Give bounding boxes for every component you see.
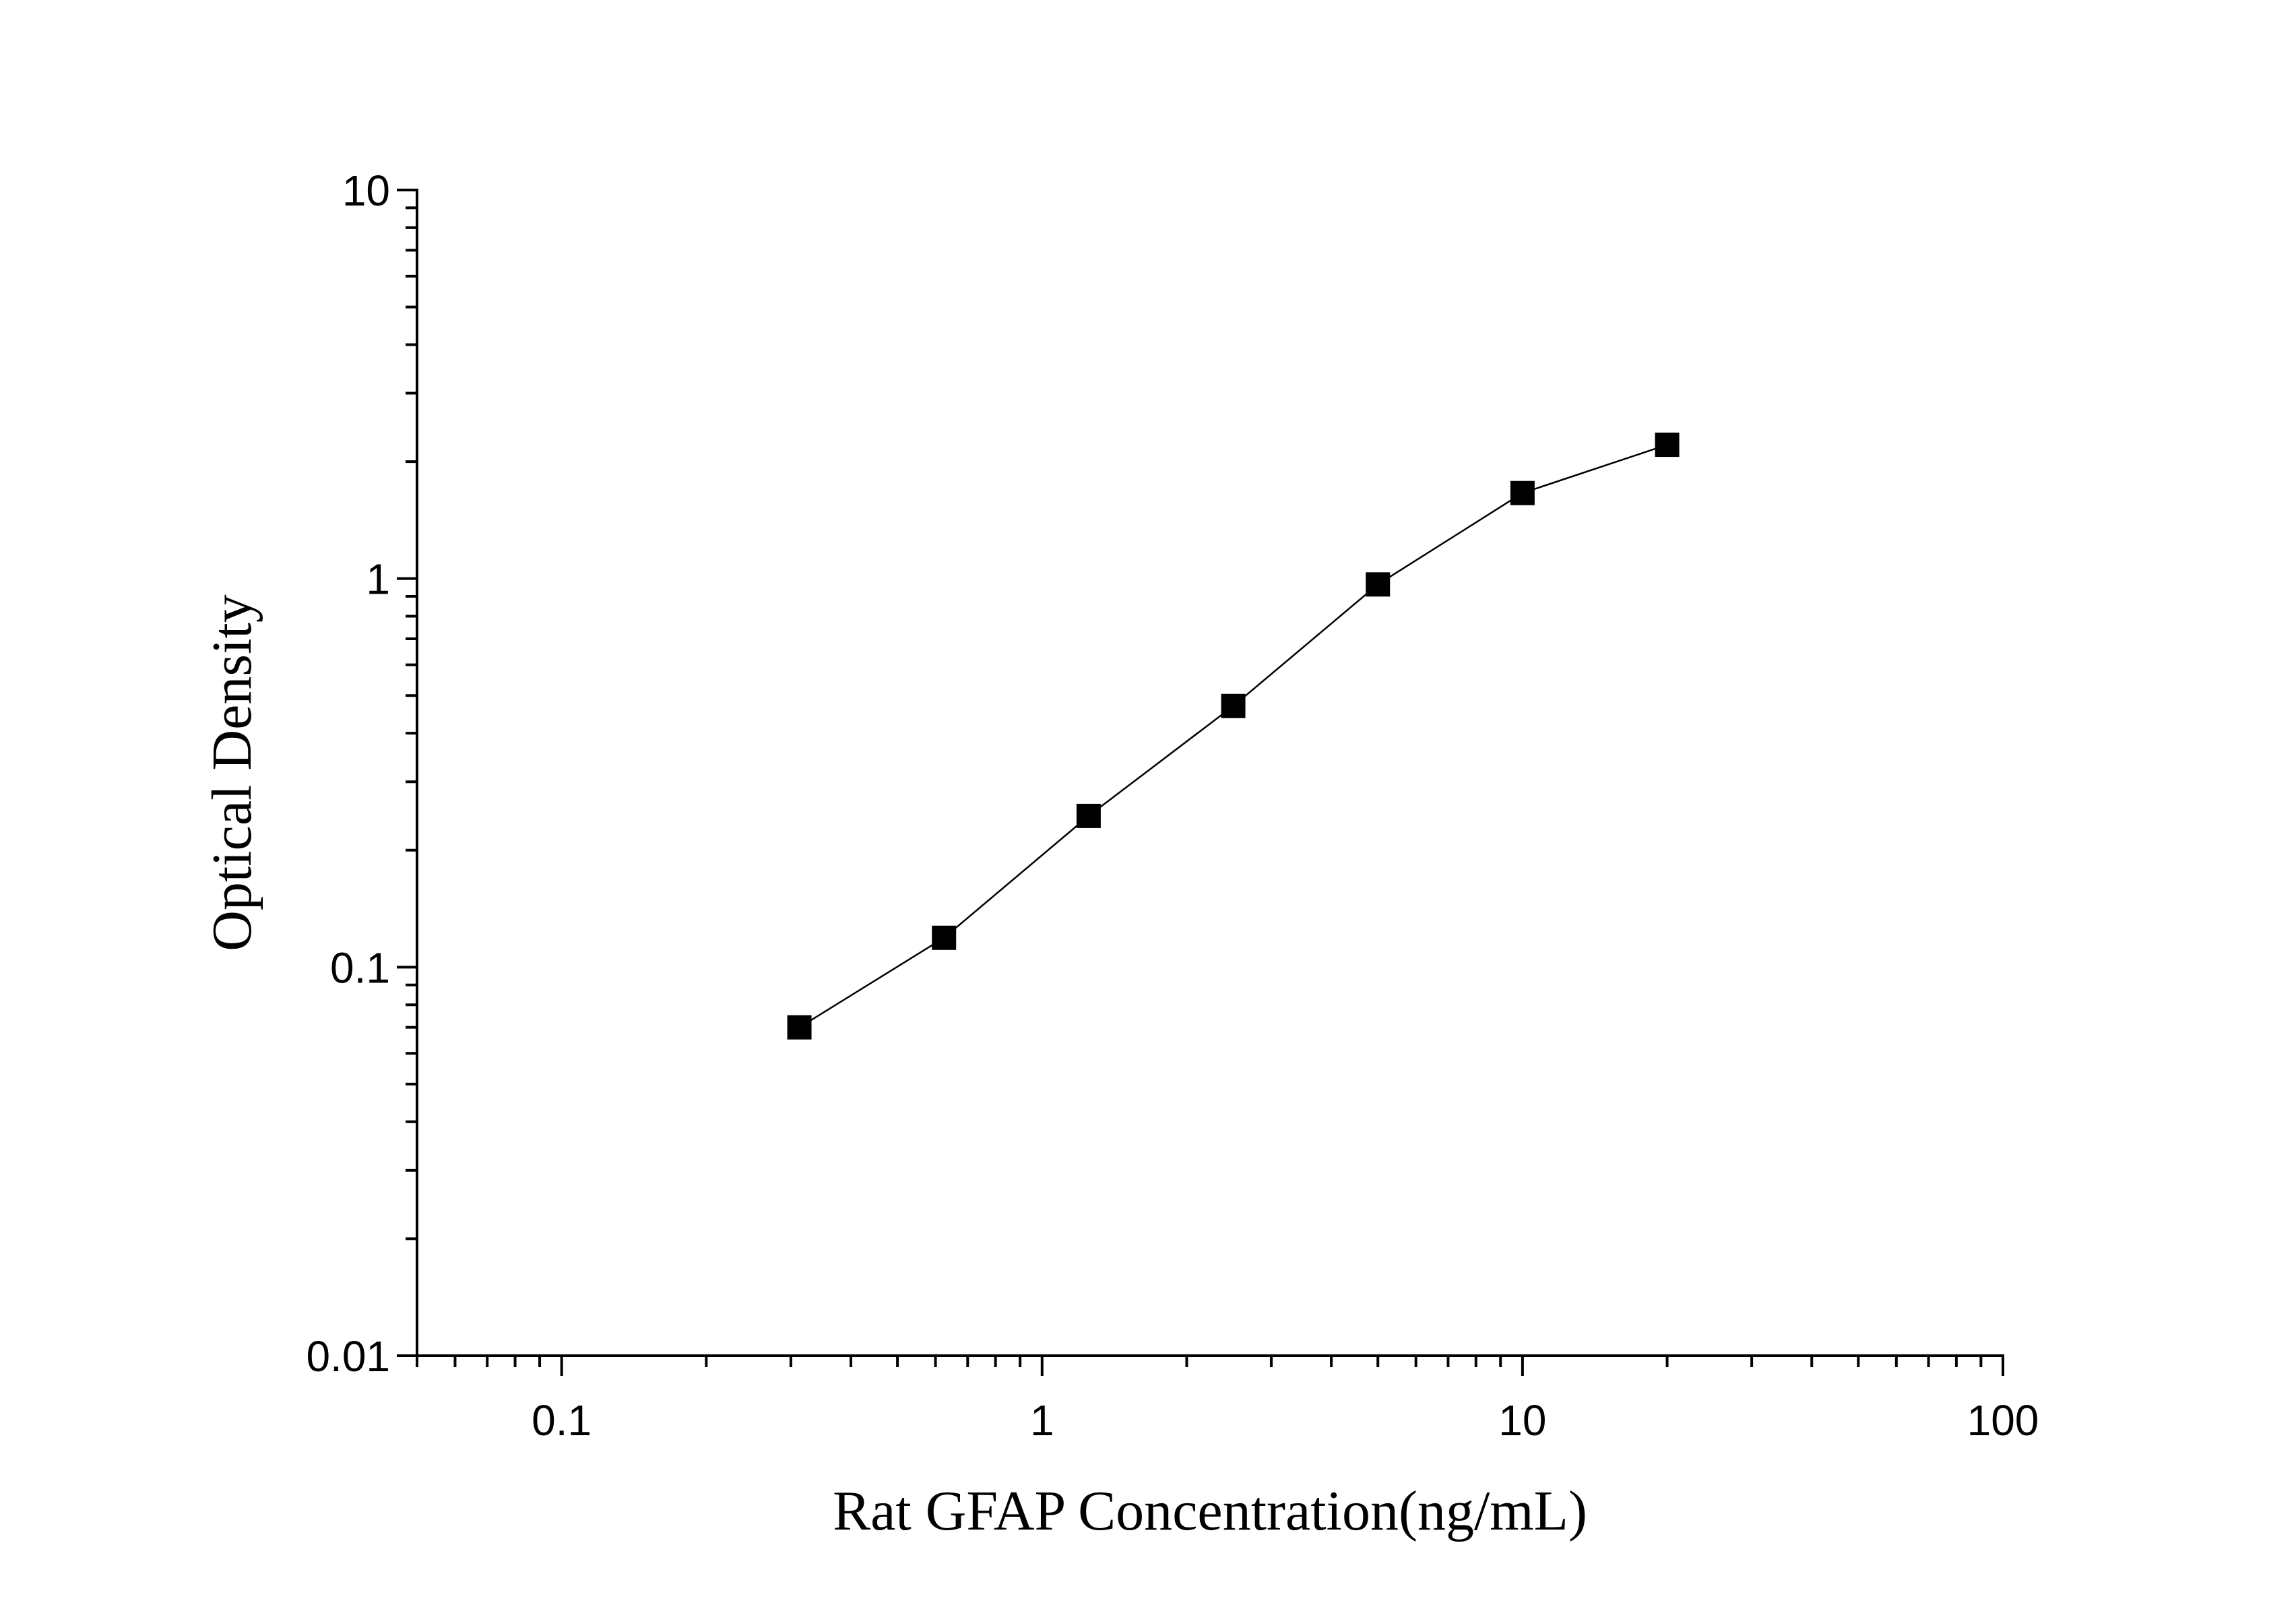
marker <box>1655 433 1680 458</box>
fit-line <box>798 443 1667 1028</box>
marker <box>1221 693 1246 718</box>
marker <box>1366 572 1391 597</box>
y-tick-label: 10 <box>342 166 390 215</box>
y-tick-label: 0.01 <box>306 1332 390 1381</box>
x-tick-label: 0.1 <box>532 1396 592 1445</box>
x-tick-label: 1 <box>1030 1396 1054 1445</box>
marker <box>932 925 957 950</box>
x-axis-title: Rat GFAP Concentration(ng/mL) <box>833 1480 1587 1542</box>
y-axis-title: Optical Density <box>201 594 263 951</box>
y-tick-label: 0.1 <box>330 943 390 992</box>
marker <box>787 1015 812 1040</box>
x-tick-label: 100 <box>1967 1396 2039 1445</box>
y-tick-label: 1 <box>366 555 390 604</box>
marker <box>1076 803 1101 828</box>
marker <box>1510 480 1535 505</box>
x-tick-label: 10 <box>1498 1396 1546 1445</box>
